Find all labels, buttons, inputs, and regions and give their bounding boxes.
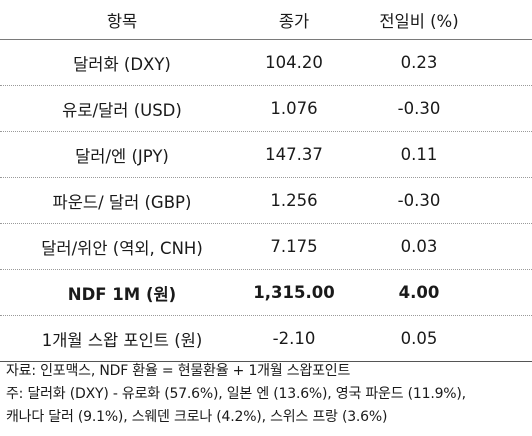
row-item-name: 유로/달러 (USD)	[62, 100, 182, 120]
fx-table: 항목 종가 전일비 (%) 달러화 (DXY) 104.20 0.23 유로/달…	[0, 0, 532, 362]
table-row: 파운드/ 달러 (GBP) 1.256 -0.30	[0, 178, 532, 224]
table-row: 달러/위안 (역외, CNH) 7.175 0.03	[0, 224, 532, 270]
row-close-price: 1.076	[270, 99, 318, 118]
table-row: 달러/엔 (JPY) 147.37 0.11	[0, 132, 532, 178]
row-close-price: 1,315.00	[253, 283, 335, 302]
row-close-price: 104.20	[265, 53, 323, 72]
row-item-name: NDF 1M (원)	[67, 284, 177, 304]
row-close-price: -2.10	[272, 329, 316, 348]
table-row: 유로/달러 (USD) 1.076 -0.30	[0, 86, 532, 132]
row-daily-change: 0.05	[400, 329, 438, 348]
table-header-row: 항목 종가 전일비 (%)	[0, 0, 532, 40]
header-item: 항목	[106, 11, 138, 31]
row-close-price: 147.37	[265, 145, 323, 164]
table-row-ndf: NDF 1M (원) 1,315.00 4.00	[0, 270, 532, 316]
row-item-name: 1개월 스왑 포인트 (원)	[41, 330, 203, 350]
row-close-price: 7.175	[270, 237, 318, 256]
row-daily-change: -0.30	[397, 99, 441, 118]
row-item-name: 달러/엔 (JPY)	[75, 146, 169, 166]
header-daily-change: 전일비 (%)	[379, 11, 459, 31]
row-daily-change: 0.11	[400, 145, 438, 164]
row-item-name: 파운드/ 달러 (GBP)	[52, 192, 192, 212]
row-daily-change: 0.23	[400, 53, 438, 72]
header-close-price: 종가	[278, 11, 310, 31]
table-row: 1개월 스왑 포인트 (원) -2.10 0.05	[0, 316, 532, 362]
row-daily-change: -0.30	[397, 191, 441, 210]
source-note: 자료: 인포맥스, NDF 환율 = 현물환율 + 1개월 스왑포인트	[6, 363, 351, 379]
composition-note-continued: 캐나다 달러 (9.1%), 스웨덴 크로나 (4.2%), 스위스 프랑 (3…	[6, 409, 388, 425]
row-daily-change: 4.00	[398, 283, 440, 302]
row-item-name: 달러화 (DXY)	[73, 54, 171, 74]
row-item-name: 달러/위안 (역외, CNH)	[41, 238, 203, 258]
composition-note: 주: 달러화 (DXY) - 유로화 (57.6%), 일본 엔 (13.6%)…	[6, 386, 466, 402]
table-footnotes: 자료: 인포맥스, NDF 환율 = 현물환율 + 1개월 스왑포인트 주: 달…	[6, 360, 530, 429]
row-daily-change: 0.03	[400, 237, 438, 256]
row-close-price: 1.256	[270, 191, 318, 210]
table-row: 달러화 (DXY) 104.20 0.23	[0, 40, 532, 86]
